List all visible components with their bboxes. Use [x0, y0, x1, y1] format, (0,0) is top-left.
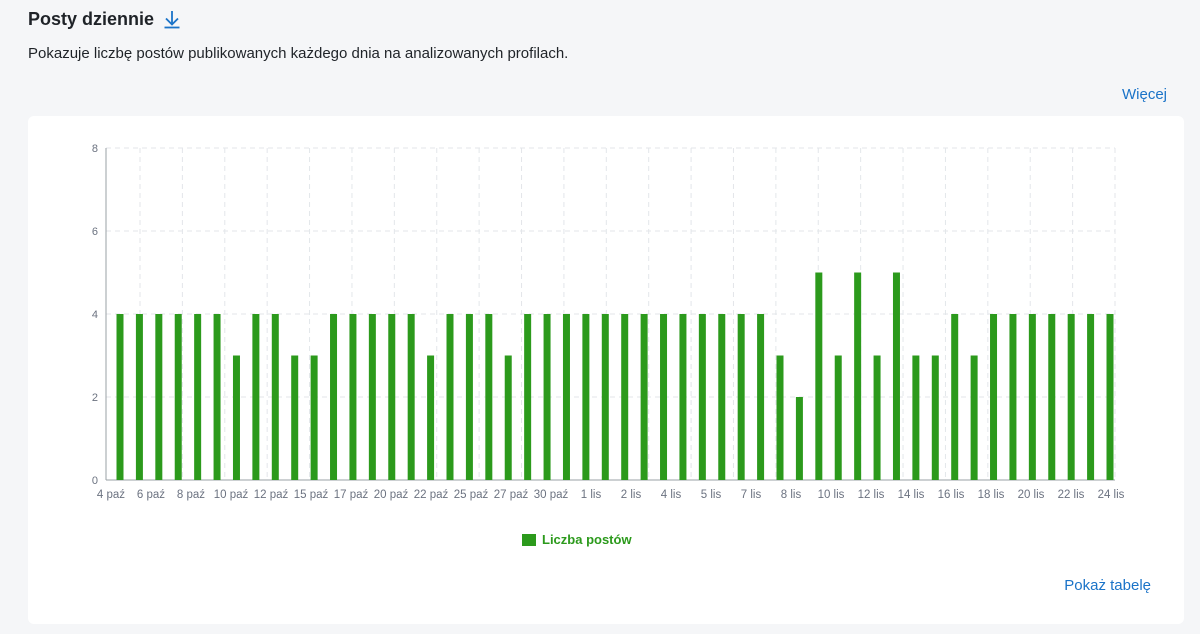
bar	[1067, 314, 1075, 480]
x-tick-label: 14 lis	[898, 489, 925, 501]
x-tick-label: 4 paź	[97, 489, 125, 501]
bar	[834, 355, 842, 480]
x-tick-label: 2 lis	[621, 489, 642, 501]
bar	[970, 355, 978, 480]
y-tick-label: 6	[92, 226, 98, 238]
x-tick-label: 27 paź	[494, 489, 529, 501]
x-tick-label: 30 paź	[534, 489, 569, 501]
show-table-link[interactable]: Pokaż tabelę	[1064, 577, 1151, 594]
x-tick-label: 18 lis	[978, 489, 1005, 501]
bar	[271, 314, 279, 480]
bar	[795, 397, 803, 480]
y-tick-label: 8	[92, 143, 98, 155]
header: Posty dziennie	[28, 8, 182, 30]
bar	[407, 314, 415, 480]
x-tick-label: 17 paź	[334, 489, 369, 501]
x-tick-label: 22 paź	[414, 489, 449, 501]
bar	[912, 355, 920, 480]
bar	[116, 314, 124, 480]
x-tick-label: 20 paź	[374, 489, 409, 501]
bar	[465, 314, 473, 480]
y-tick-label: 4	[92, 309, 98, 321]
x-tick-label: 16 lis	[938, 489, 965, 501]
bar	[1028, 314, 1036, 480]
bar	[1106, 314, 1114, 480]
bar	[601, 314, 609, 480]
bar	[854, 272, 862, 480]
x-tick-label: 20 lis	[1018, 489, 1045, 501]
bar	[330, 314, 338, 480]
bar	[446, 314, 454, 480]
x-tick-label: 5 lis	[701, 489, 722, 501]
bar	[931, 355, 939, 480]
bar	[543, 314, 551, 480]
legend[interactable]: Liczba postów	[522, 532, 632, 547]
bar	[368, 314, 376, 480]
bar	[582, 314, 590, 480]
bar	[873, 355, 881, 480]
bar	[232, 355, 240, 480]
x-tick-label: 22 lis	[1058, 489, 1085, 501]
bar	[427, 355, 435, 480]
bar	[679, 314, 687, 480]
bar	[815, 272, 823, 480]
chart-card: 0 2 4 6 8 4 paź 6 paź 8 paź 10 paź 12 paź 15 paź 17…	[28, 116, 1184, 624]
x-tick-label: 15 paź	[294, 489, 329, 501]
bar	[621, 314, 629, 480]
bar	[485, 314, 493, 480]
bar	[291, 355, 299, 480]
x-tick-label: 25 paź	[454, 489, 489, 501]
bar	[388, 314, 396, 480]
download-icon[interactable]	[162, 8, 182, 30]
bar	[718, 314, 726, 480]
bar	[174, 314, 182, 480]
bar	[194, 314, 202, 480]
bar	[737, 314, 745, 480]
bar	[155, 314, 163, 480]
chart-title: Posty dziennie	[28, 8, 155, 29]
x-tick-label: 10 lis	[818, 489, 845, 501]
bar	[698, 314, 706, 480]
x-tick-label: 12 paź	[254, 489, 289, 501]
bar	[892, 272, 900, 480]
bar	[310, 355, 318, 480]
bar	[504, 355, 512, 480]
x-tick-label: 12 lis	[858, 489, 885, 501]
bar	[951, 314, 959, 480]
y-tick-label: 2	[92, 392, 98, 404]
bar	[757, 314, 765, 480]
x-tick-label: 4 lis	[661, 489, 682, 501]
bar	[640, 314, 648, 480]
legend-swatch	[522, 533, 536, 546]
x-tick-label: 10 paź	[214, 489, 249, 501]
bar	[1087, 314, 1095, 480]
x-tick-label: 8 lis	[781, 489, 802, 501]
x-tick-label: 6 paź	[137, 489, 165, 501]
bar	[213, 314, 221, 480]
bar	[349, 314, 357, 480]
bar	[776, 355, 784, 480]
bar	[524, 314, 532, 480]
bar	[660, 314, 668, 480]
y-tick-label: 0	[92, 475, 98, 487]
x-tick-label: 8 paź	[177, 489, 205, 501]
more-link[interactable]: Więcej	[1121, 86, 1167, 103]
bar	[1009, 314, 1017, 480]
bar	[252, 314, 260, 480]
bar	[135, 314, 143, 480]
chart-description: Pokazuje liczbę postów publikowanych każ…	[28, 45, 569, 62]
legend-label: Liczba postów	[542, 532, 632, 547]
x-tick-label: 24 lis	[1098, 489, 1125, 501]
bar-chart: 0 2 4 6 8 4 paź 6 paź 8 paź 10 paź 12 paź 15 paź 17…	[92, 143, 1125, 501]
bar	[562, 314, 570, 480]
bar	[990, 314, 998, 480]
x-tick-label: 7 lis	[741, 489, 762, 501]
x-tick-label: 1 lis	[581, 489, 602, 501]
bar	[1048, 314, 1056, 480]
